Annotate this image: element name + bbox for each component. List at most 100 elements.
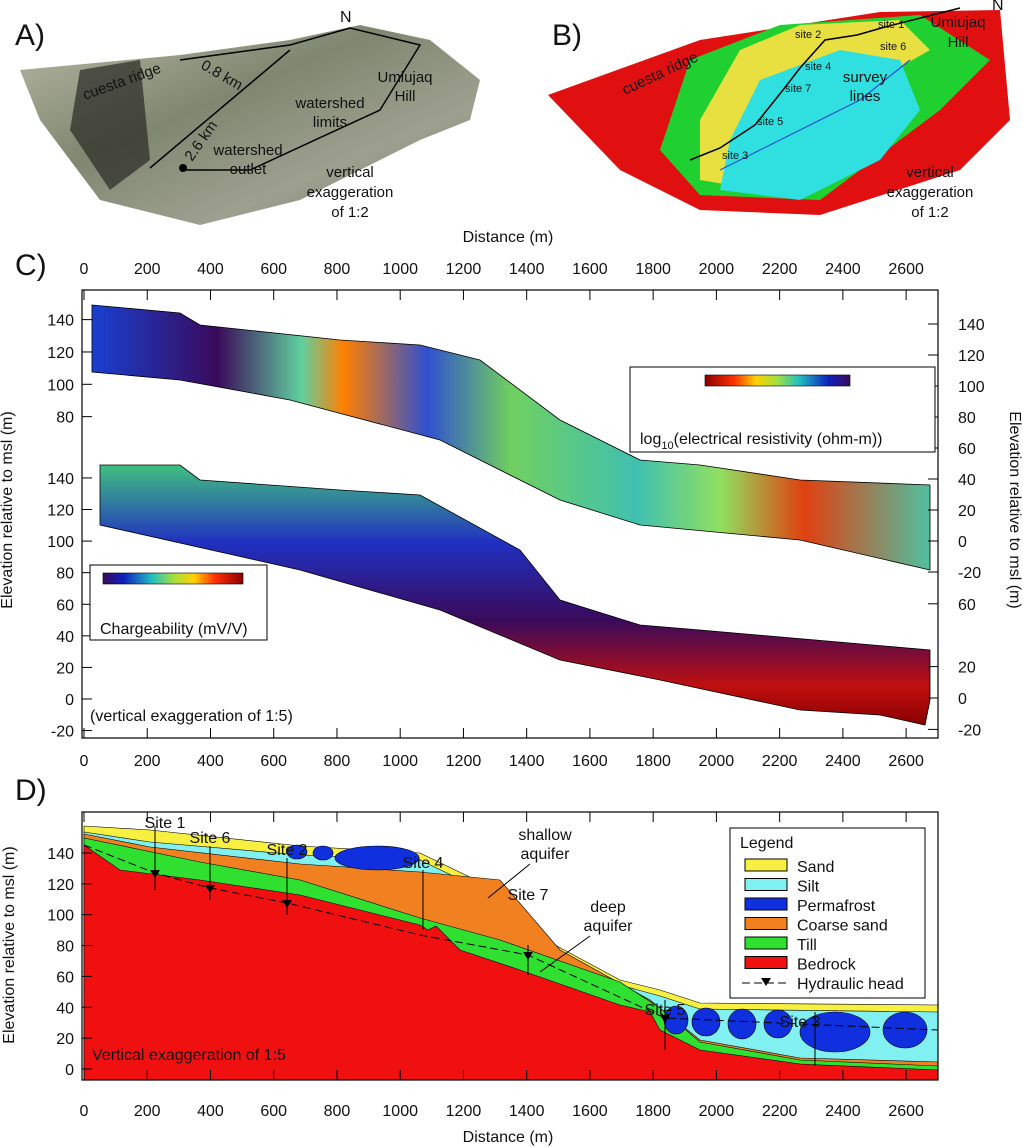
y-tick-label: 60	[56, 969, 74, 986]
axis-title: Elevation relative to msl (m)	[1006, 411, 1023, 608]
x-tick-label: 400	[197, 753, 224, 770]
permafrost-body	[334, 845, 420, 871]
annotation: Hill	[395, 88, 416, 105]
y-tick-label: 0	[958, 534, 967, 551]
annotation: shallow	[518, 827, 572, 844]
legend-swatch	[744, 897, 788, 911]
annotation: outlet	[230, 161, 268, 178]
annotation: of 1:2	[331, 204, 369, 221]
x-tick-label: 2000	[699, 261, 735, 278]
x-tick-label: 1000	[382, 1103, 418, 1120]
y-tick-label: 40	[56, 1000, 74, 1017]
annotation: watershed	[212, 142, 282, 159]
axis-title: Distance (m)	[463, 1129, 554, 1146]
x-tick-label: 600	[260, 1103, 287, 1120]
permafrost-body	[882, 1011, 928, 1049]
site-label: Site 3	[780, 1014, 821, 1031]
y-tick-label: 60	[56, 597, 74, 614]
y-tick-label: 80	[56, 410, 74, 427]
x-tick-label: 2000	[699, 753, 735, 770]
site-label: Site 2	[267, 842, 308, 859]
tick-group: 0 200 400 600 800 1000 1200 1400 1600 1800 2000 220…	[47, 812, 924, 1120]
site-label: Site 6	[190, 830, 231, 847]
x-tick-label: 800	[324, 1103, 351, 1120]
permafrost-body	[691, 1007, 721, 1037]
x-tick-label: 2400	[825, 261, 861, 278]
legend-label: Coarse sand	[797, 918, 888, 935]
y-tick-label: 60	[958, 441, 976, 458]
x-tick-label: 1800	[635, 261, 671, 278]
x-tick-label: 200	[134, 261, 161, 278]
watershed-limit	[179, 27, 422, 171]
x-tick-label: 2600	[888, 1103, 924, 1120]
y-tick-label: 40	[56, 629, 74, 646]
y-tick-label: 140	[47, 846, 74, 863]
legend-label: Permafrost	[797, 898, 876, 915]
y-tick-label: 20	[958, 660, 976, 677]
y-tick-label: 20	[56, 660, 74, 677]
site-label: site 7	[785, 83, 811, 95]
y-tick-label: 60	[958, 597, 976, 614]
x-tick-label: 800	[324, 753, 351, 770]
legend-swatch	[744, 936, 788, 950]
colorbar-title: 10	[661, 440, 673, 452]
site-wells	[154, 826, 816, 1066]
annotation: Umiujaq	[377, 69, 432, 86]
permafrost	[286, 844, 928, 1053]
y-tick-label: 100	[47, 908, 74, 925]
x-tick-label: 1400	[509, 261, 545, 278]
survey-line	[689, 7, 961, 161]
arrow	[539, 935, 591, 973]
outlet-dot	[179, 164, 187, 172]
legend-swatch	[744, 917, 788, 930]
x-tick-label: 2600	[888, 261, 924, 278]
y-tick-label: -20	[958, 565, 981, 582]
legend-label: Silt	[797, 879, 820, 896]
legend-swatch	[761, 978, 771, 986]
x-tick-label: 2000	[699, 1103, 735, 1120]
x-tick-label: 1200	[446, 1103, 482, 1120]
x-tick-label: 0	[80, 261, 89, 278]
panel-label: C)	[15, 249, 47, 282]
y-tick-label: 140	[47, 313, 74, 330]
x-tick-label: 0	[80, 753, 89, 770]
colorbar	[704, 374, 851, 387]
annotation: exaggeration	[887, 184, 974, 201]
legend-label: Sand	[797, 859, 834, 876]
site-label: Site 7	[508, 887, 549, 904]
site-label: site 3	[722, 150, 748, 162]
permafrost-body	[799, 1011, 871, 1053]
y-tick-label: 80	[958, 410, 976, 427]
annotation: watershed	[294, 95, 364, 112]
arrow	[487, 863, 531, 899]
legend: Sand Silt Permafrost Coarse sand Till Bedrock…	[742, 858, 904, 993]
y-tick-label: -20	[958, 722, 981, 739]
arrow	[149, 49, 291, 169]
north: N	[992, 0, 1004, 14]
site-label: Site 5	[645, 1002, 686, 1019]
x-tick-label: 1000	[382, 753, 418, 770]
y-tick-label: 120	[47, 877, 74, 894]
x-tick-label: 1600	[572, 753, 608, 770]
legend-swatch	[744, 878, 788, 891]
x-tick-label: 800	[324, 261, 351, 278]
x-tick-label: 1800	[635, 753, 671, 770]
site-label: site 6	[880, 41, 906, 53]
chargeability-profile	[99, 464, 931, 726]
x-tick-label: 1200	[446, 753, 482, 770]
x-tick-label: 1600	[572, 261, 608, 278]
axis-title: Elevation relative to msl (m)	[0, 411, 16, 608]
survey-line	[719, 59, 911, 171]
site-label: site 1	[878, 19, 904, 31]
x-tick-label: 1200	[446, 261, 482, 278]
x-tick-label: 200	[134, 753, 161, 770]
plot-frame	[81, 289, 939, 739]
x-tick-label: 2600	[888, 753, 924, 770]
hydraulic-head	[83, 844, 939, 1031]
y-tick-label: 40	[958, 472, 976, 489]
colorbar-title: log10(electrical resistivity (ohm-m))	[640, 431, 883, 452]
permafrost-body	[286, 844, 308, 860]
x-tick-label: 2400	[825, 753, 861, 770]
annotation: vertical	[906, 164, 954, 181]
note: Vertical exaggeration of 1:5	[92, 1047, 286, 1064]
